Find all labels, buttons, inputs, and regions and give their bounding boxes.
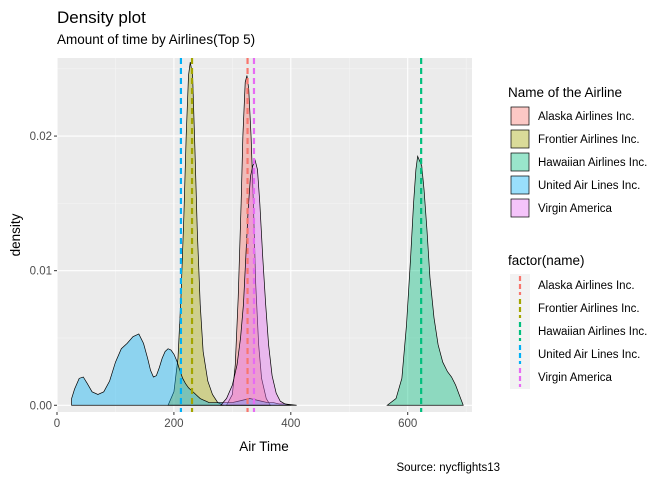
grid-lines — [56, 58, 472, 412]
y-axis-title: density — [8, 213, 23, 256]
chart-subtitle: Amount of time by Airlines(Top 5) — [57, 32, 255, 47]
line-legend-label-hawaiian-airlines-inc: Hawaiian Airlines Inc. — [538, 326, 647, 338]
fill-legend-label-alaska-airlines-inc: Alaska Airlines Inc. — [538, 111, 635, 123]
fill-legend-key-hawaiian-airlines-inc — [510, 152, 530, 172]
line-legend-label-frontier-airlines-inc: Frontier Airlines Inc. — [538, 303, 640, 315]
mean-lines — [179, 58, 423, 412]
fill-legend-key-united-air-lines-inc — [510, 175, 530, 195]
density-area-united-air-lines-inc — [71, 333, 297, 406]
line-legend-label-united-air-lines-inc: United Air Lines Inc. — [538, 349, 640, 361]
fill-legend-label-virgin-america: Virgin America — [538, 203, 613, 215]
x-tick-label: 0 — [54, 418, 60, 430]
fill-legend-key-virgin-america — [510, 198, 530, 218]
chart-caption: Source: nycflights13 — [396, 462, 500, 474]
fill-legend-title: Name of the Airline — [508, 85, 622, 100]
x-tick-label: 400 — [281, 418, 300, 430]
fill-legend-key-frontier-airlines-inc — [510, 129, 530, 149]
line-legend-label-alaska-airlines-inc: Alaska Airlines Inc. — [538, 280, 635, 292]
y-tick-label: 0.00 — [30, 400, 52, 412]
y-tick-label: 0.02 — [30, 131, 52, 143]
fill-legend-label-united-air-lines-inc: United Air Lines Inc. — [538, 180, 640, 192]
line-legend-title: factor(name) — [508, 253, 585, 268]
x-tick-label: 200 — [164, 418, 183, 430]
axis-ticks: 0 200 400 600 0.00 0.01 0.02 — [30, 131, 418, 430]
chart-title: Density plot — [57, 8, 146, 27]
plot-panel — [57, 58, 472, 412]
fill-legend-key-alaska-airlines-inc — [510, 106, 530, 126]
y-tick-label: 0.01 — [30, 266, 52, 278]
fill-legend-label-hawaiian-airlines-inc: Hawaiian Airlines Inc. — [538, 157, 647, 169]
fill-legend-label-frontier-airlines-inc: Frontier Airlines Inc. — [538, 134, 640, 146]
density-area-hawaiian-airlines-inc — [386, 154, 464, 406]
density-area-virgin-america — [219, 159, 291, 406]
x-axis-title: Air Time — [239, 439, 289, 454]
x-tick-label: 600 — [398, 418, 417, 430]
line-legend-label-virgin-america: Virgin America — [538, 372, 613, 384]
fill-legend: Alaska Airlines Inc. Frontier Airlines In… — [510, 106, 647, 218]
line-legend: Alaska Airlines Inc. Frontier Airlines In… — [510, 274, 647, 389]
